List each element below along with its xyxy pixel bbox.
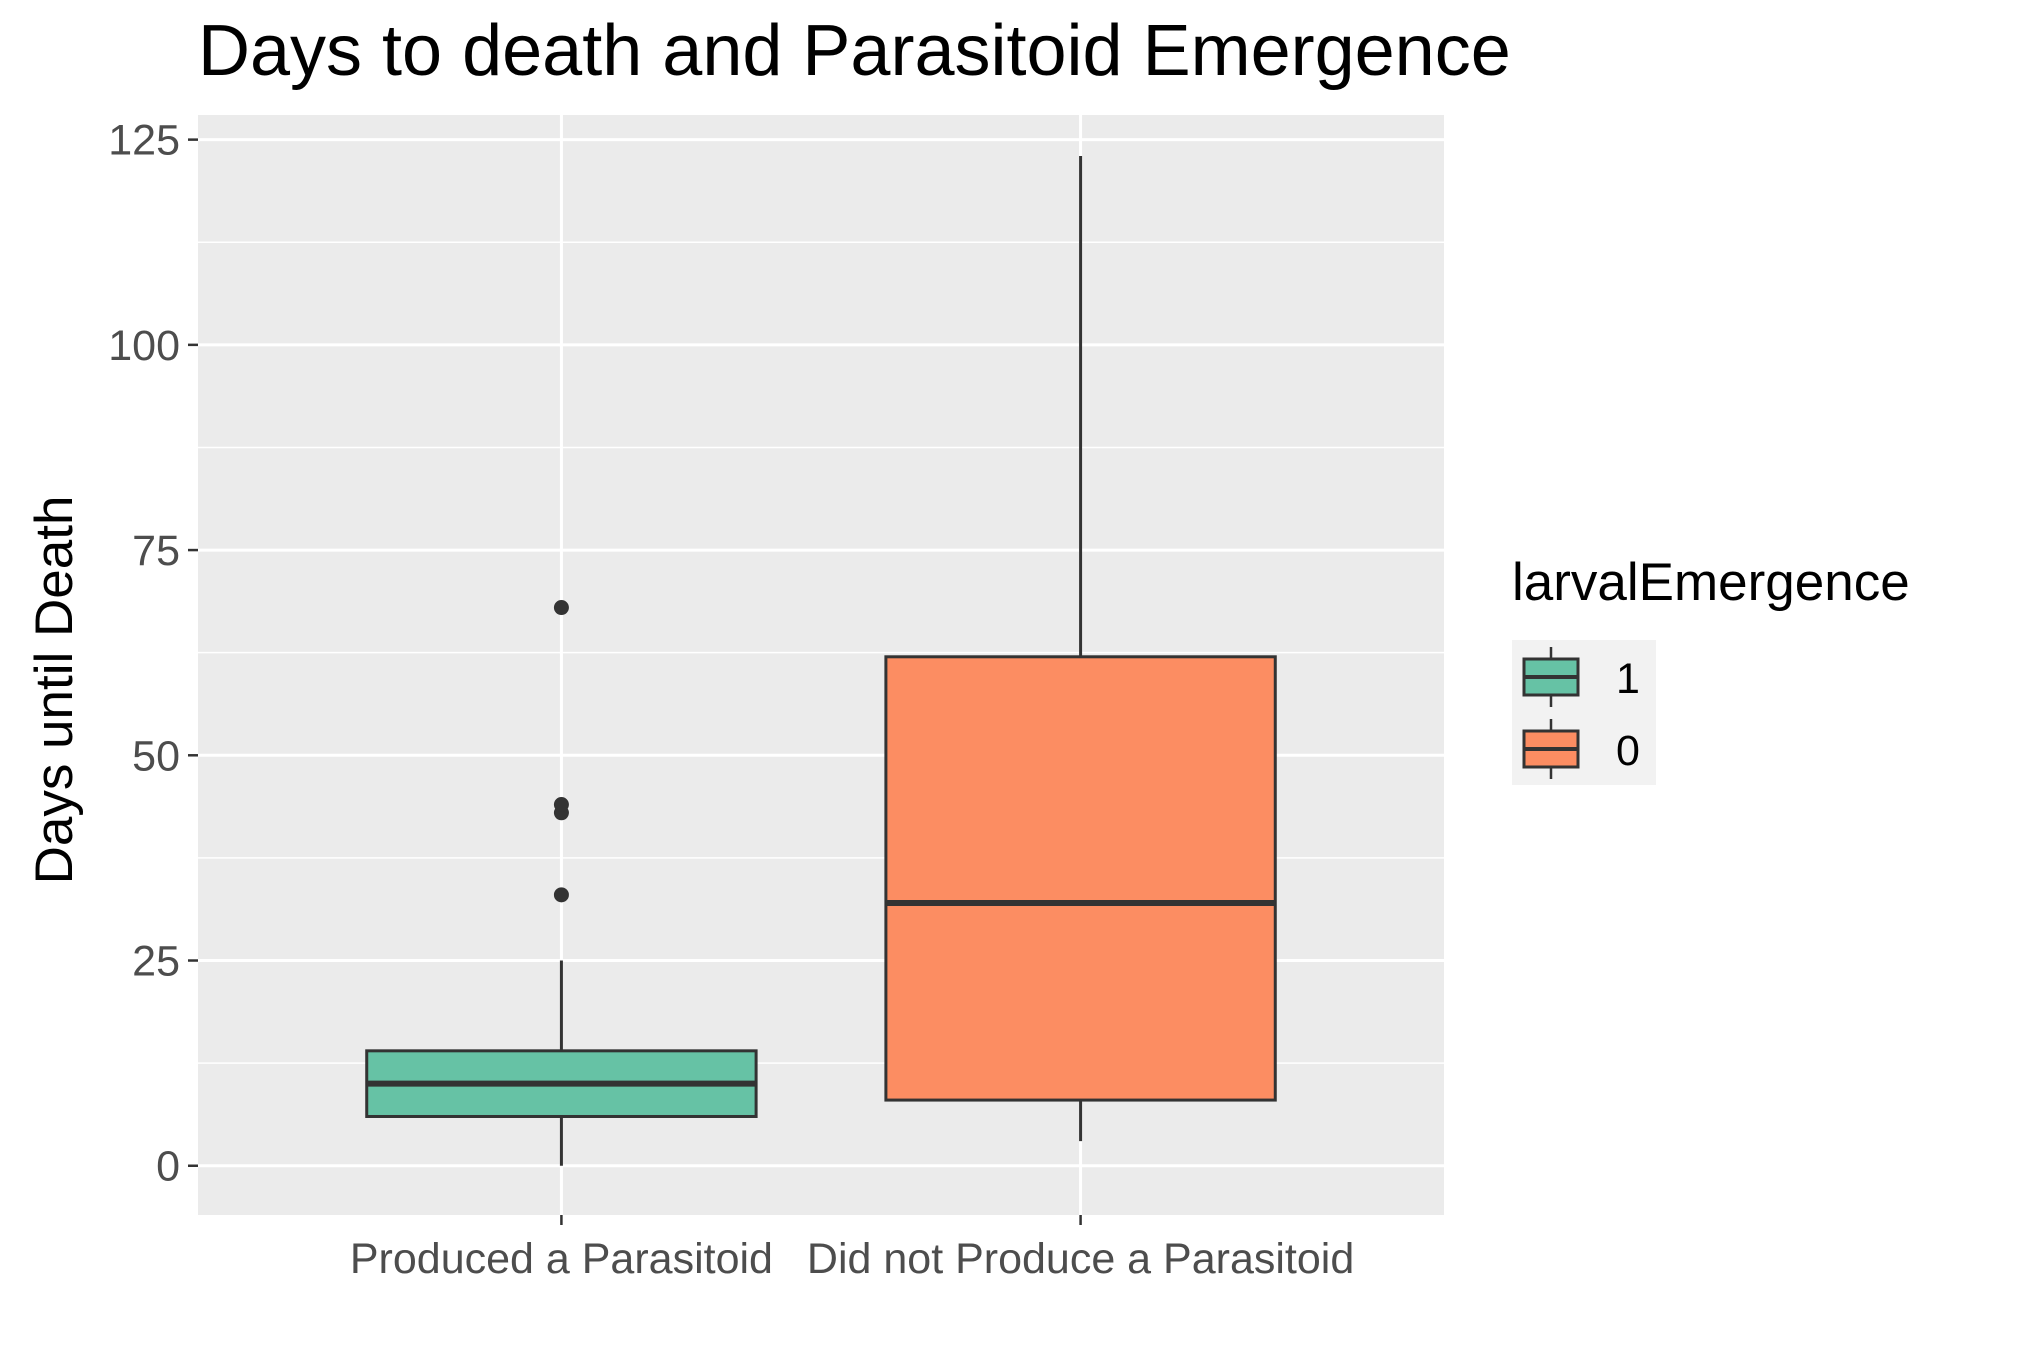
box-body	[884, 655, 1277, 1102]
x-tick-label: Did not Produce a Parasitoid	[807, 1235, 1354, 1283]
legend-label: 0	[1616, 727, 1640, 775]
legend-label: 1	[1616, 655, 1640, 703]
legend-entry-1: 1	[1522, 647, 1640, 707]
outlier-point	[553, 797, 569, 813]
legend-title: larvalEmergence	[1512, 553, 1910, 612]
x-tick-label: Produced a Parasitoid	[350, 1235, 773, 1283]
y-tick-label: 50	[132, 732, 180, 780]
boxes	[365, 156, 1277, 1166]
y-tick-label: 25	[132, 938, 180, 986]
box-1	[365, 600, 758, 1166]
y-tick-label: 125	[108, 117, 180, 165]
y-tick-label: 0	[156, 1143, 180, 1191]
y-tick-label: 75	[132, 527, 180, 575]
y-axis: 0 25 50 75 100 125	[108, 117, 198, 1191]
legend: larvalEmergence 1 0	[1512, 553, 1910, 785]
outlier-point	[553, 600, 569, 616]
box-0	[884, 156, 1277, 1142]
y-tick-label: 100	[108, 322, 180, 370]
y-axis-label: Days until Death	[25, 496, 84, 885]
chart-title: Days to death and Parasitoid Emergence	[198, 11, 1511, 91]
outlier-point	[553, 887, 569, 903]
legend-entry-0: 0	[1522, 719, 1640, 779]
x-axis: Produced a Parasitoid Did not Produce a P…	[350, 1215, 1354, 1283]
